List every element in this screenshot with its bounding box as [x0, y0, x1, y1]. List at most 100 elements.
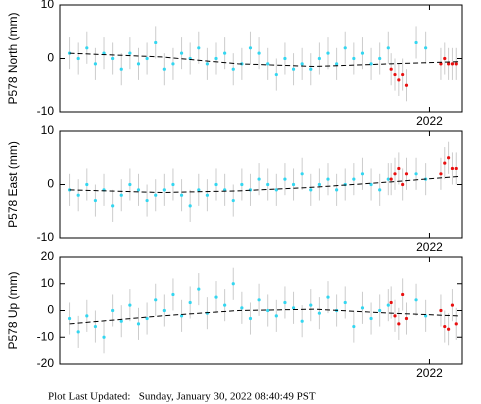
y-tick-label: -20 — [37, 356, 55, 370]
data-point — [401, 292, 405, 297]
data-point — [343, 182, 347, 187]
data-point — [85, 182, 89, 187]
data-point — [162, 188, 166, 192]
data-point — [119, 193, 123, 197]
data-point — [450, 62, 455, 66]
data-point — [214, 56, 218, 61]
data-point — [439, 308, 443, 313]
data-point — [393, 314, 397, 318]
data-point — [179, 314, 184, 318]
data-point — [154, 193, 158, 197]
data-point — [309, 188, 313, 192]
data-point — [257, 51, 261, 55]
data-point — [369, 62, 373, 66]
data-point — [352, 56, 356, 61]
data-point — [76, 330, 80, 334]
data-point — [454, 62, 458, 66]
data-point — [214, 295, 218, 299]
data-point — [136, 62, 141, 66]
data-point — [76, 56, 80, 61]
footer: Plot Last Updated: Sunday, January 30, 2… — [48, 391, 316, 403]
data-point — [111, 56, 115, 61]
data-point — [443, 324, 447, 329]
data-point — [214, 182, 218, 187]
data-point — [274, 72, 278, 77]
data-point — [414, 40, 418, 45]
data-point — [205, 62, 209, 66]
data-point — [171, 62, 175, 66]
data-point — [352, 324, 356, 329]
data-point — [145, 198, 149, 203]
data-point — [162, 67, 166, 71]
data-point — [389, 300, 393, 305]
data-point — [266, 62, 270, 66]
data-point — [102, 51, 106, 55]
plot-frame — [59, 256, 463, 365]
data-point — [283, 300, 287, 305]
data-point — [93, 198, 98, 203]
data-point — [93, 324, 98, 329]
data-point — [197, 287, 201, 291]
data-point — [404, 172, 409, 176]
data-point — [352, 177, 356, 181]
trend-line — [69, 175, 459, 194]
data-point — [404, 83, 409, 87]
data-point — [136, 322, 141, 326]
data-point — [378, 56, 382, 61]
data-point — [223, 303, 227, 307]
data-point — [450, 166, 455, 171]
data-point — [128, 303, 132, 307]
data-point — [179, 51, 184, 55]
data-point — [197, 188, 201, 192]
data-point — [309, 303, 313, 307]
data-point — [404, 316, 409, 321]
data-point — [326, 295, 330, 299]
y-tick-label: 20 — [41, 249, 55, 263]
data-point — [424, 314, 428, 318]
x-tick-label: 2022 — [416, 366, 443, 380]
data-point — [454, 166, 458, 171]
data-point — [447, 156, 451, 160]
data-point — [128, 182, 132, 187]
plot-frame — [59, 4, 463, 113]
data-point — [136, 188, 141, 192]
data-point — [300, 62, 304, 66]
data-point — [386, 46, 390, 50]
data-point — [414, 172, 418, 176]
data-point — [119, 319, 123, 323]
data-point — [326, 51, 330, 55]
data-point — [111, 204, 115, 208]
data-point — [343, 300, 347, 305]
data-point — [360, 51, 365, 55]
y-axis-label: P578 North (mm) — [6, 12, 20, 104]
data-point — [171, 182, 175, 187]
y-tick-label: 10 — [41, 123, 55, 137]
data-point — [424, 46, 428, 50]
x-tick-label: 2022 — [416, 240, 443, 254]
data-point — [145, 56, 149, 61]
data-point — [443, 161, 447, 165]
data-point — [154, 298, 158, 302]
data-point — [360, 306, 365, 310]
trend-line — [69, 52, 459, 68]
data-point — [283, 56, 287, 61]
y-axis-label: P578 Up (mm) — [6, 271, 20, 349]
data-point — [67, 316, 72, 321]
data-point — [266, 308, 270, 313]
data-point — [248, 46, 253, 50]
data-point — [85, 314, 89, 318]
data-point — [154, 40, 158, 45]
data-point — [443, 56, 447, 61]
data-point — [145, 316, 149, 321]
data-point — [335, 62, 339, 66]
data-point — [223, 188, 227, 192]
data-point — [231, 282, 235, 286]
data-point — [274, 188, 278, 192]
data-point — [197, 46, 201, 50]
data-point — [397, 166, 401, 171]
data-point — [360, 172, 365, 176]
data-point — [386, 177, 390, 181]
data-point — [171, 292, 175, 297]
data-point — [283, 177, 287, 181]
